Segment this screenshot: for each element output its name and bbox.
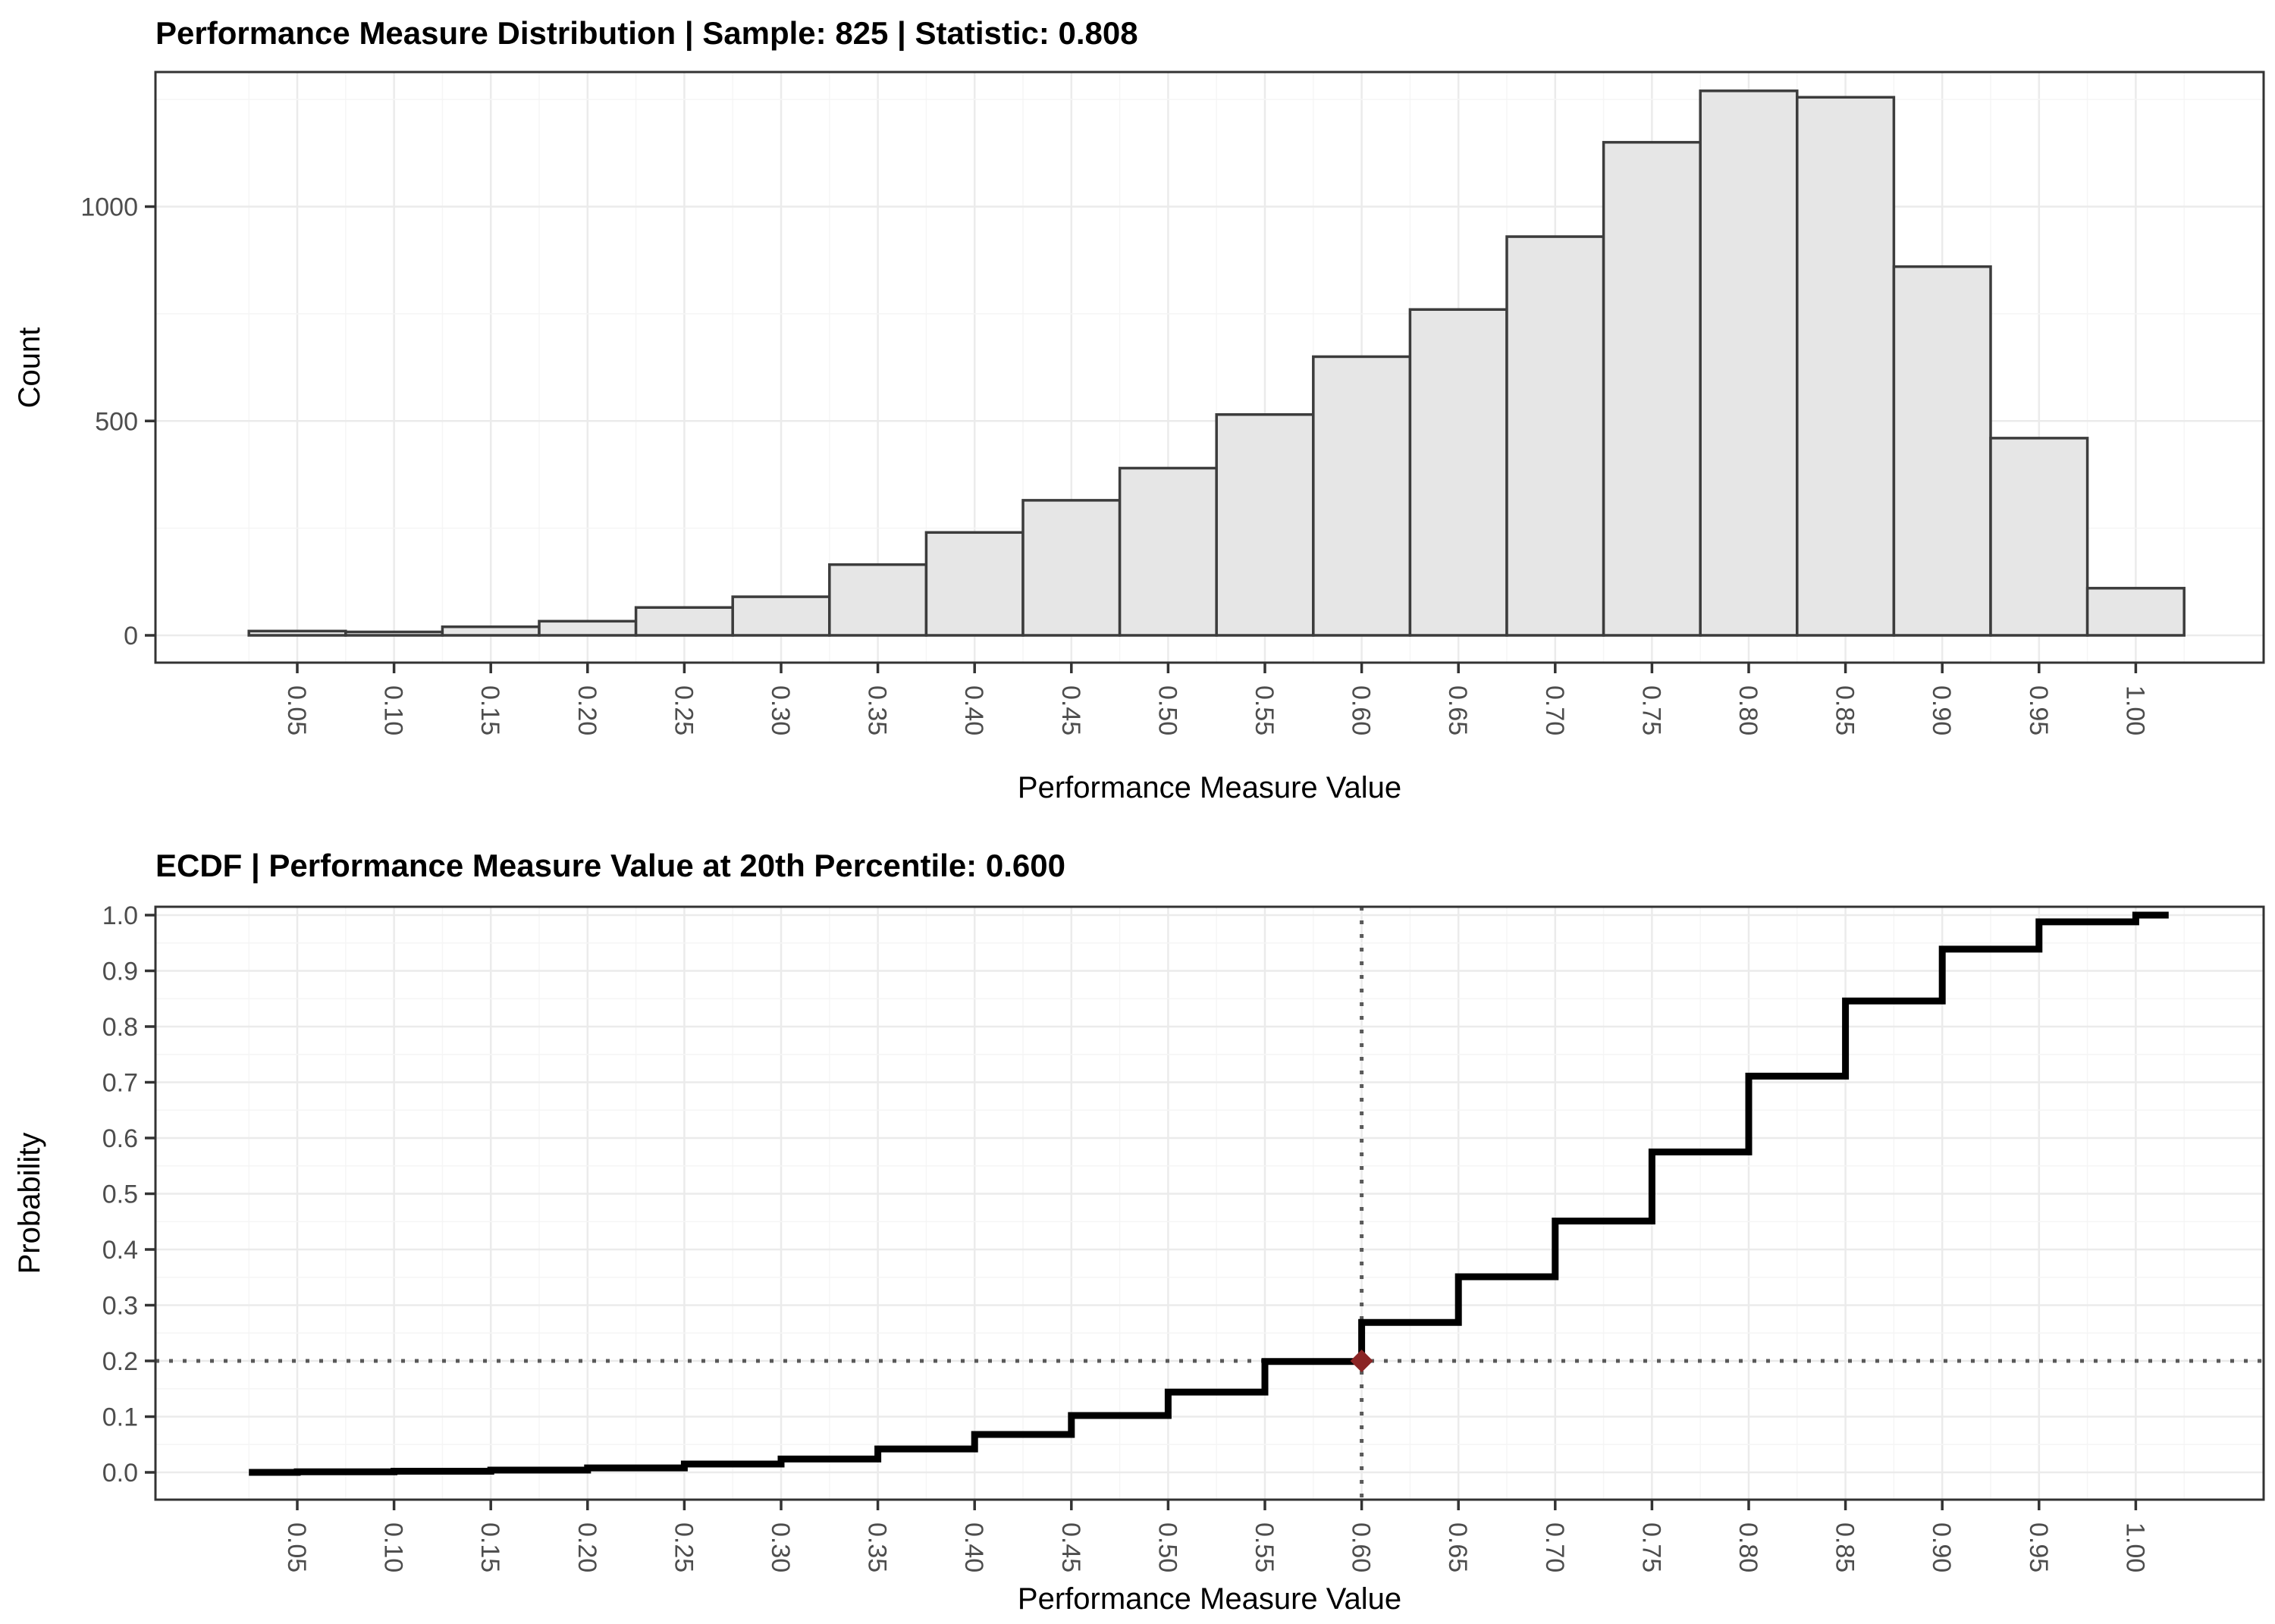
y-tick-label: 0.8 (102, 1013, 138, 1042)
x-tick-label: 0.25 (669, 1522, 698, 1572)
x-tick-label: 0.05 (282, 685, 311, 735)
x-tick-label: 0.85 (1831, 685, 1859, 735)
x-tick-label: 0.70 (1540, 685, 1569, 735)
x-tick-label: 0.80 (1734, 685, 1762, 735)
histogram-bar (538, 619, 638, 637)
x-tick-label: 0.15 (475, 685, 504, 735)
x-tick-label: 0.55 (1250, 685, 1279, 735)
histogram-bar (1408, 308, 1508, 637)
histogram-bar (1215, 413, 1315, 637)
y-tick-label: 500 (95, 407, 138, 436)
histogram-bar (247, 629, 347, 637)
ecdf-y-axis-title: Probability (13, 1133, 46, 1274)
x-tick-label: 0.20 (573, 1522, 601, 1572)
x-tick-label: 0.35 (863, 1522, 892, 1572)
generated-chart-layers: 0.05 0.10 0.15 0.20 0.25 0.30 0.35 0.40 0.45 0.50… (80, 71, 2265, 1572)
ecdf-title: ECDF | Performance Measure Value at 20th… (155, 848, 1065, 883)
histogram-bar (1021, 499, 1122, 637)
y-tick-label: 0.4 (102, 1236, 138, 1265)
y-tick-label: 0.1 (102, 1403, 138, 1432)
x-tick-label: 0.90 (1927, 685, 1956, 735)
x-tick-label: 0.45 (1056, 685, 1085, 735)
ecdf-step-line (249, 911, 2169, 1476)
x-tick-label: 0.45 (1056, 1522, 1085, 1572)
histogram-bar (1892, 265, 1992, 637)
histogram-bar (1118, 466, 1218, 637)
x-tick-label: 0.25 (669, 685, 698, 735)
x-tick-label: 0.55 (1250, 1522, 1279, 1572)
x-tick-label: 0.75 (1636, 1522, 1665, 1572)
x-tick-label: 0.50 (1153, 1522, 1181, 1572)
x-tick-label: 0.20 (573, 685, 601, 735)
x-tick-label: 0.60 (1347, 685, 1376, 735)
histogram-bar (1796, 96, 1896, 637)
histogram-bar (1989, 437, 2089, 637)
y-tick-label: 0.9 (102, 958, 138, 986)
panel-border (154, 71, 2265, 664)
x-tick-label: 0.30 (766, 1522, 795, 1572)
x-tick-label: 0.90 (1927, 1522, 1956, 1572)
x-tick-label: 0.75 (1636, 685, 1665, 735)
y-tick-label: 1000 (80, 193, 138, 222)
histogram-bar (1602, 140, 1702, 637)
y-tick-label: 0.7 (102, 1069, 138, 1098)
x-tick-label: 0.50 (1153, 685, 1181, 735)
histogram-bar (441, 625, 541, 637)
x-tick-label: 0.70 (1540, 1522, 1569, 1572)
x-tick-label: 0.95 (2024, 1522, 2053, 1572)
histogram-bar (1699, 89, 1799, 637)
x-tick-label: 0.65 (1443, 1522, 1472, 1572)
x-tick-label: 0.30 (766, 685, 795, 735)
y-tick-label: 0.3 (102, 1292, 138, 1321)
histogram-bar (924, 531, 1025, 637)
histogram-bar (344, 630, 444, 637)
percentile-point-diamond (1350, 1350, 1373, 1372)
histogram-bar (1312, 355, 1412, 637)
x-tick-label: 0.85 (1831, 1522, 1859, 1572)
ecdf-x-axis-title: Performance Measure Value (1018, 1582, 1401, 1616)
y-tick-label: 0.0 (102, 1459, 138, 1488)
histogram-bar (1505, 235, 1605, 637)
x-tick-label: 0.65 (1443, 685, 1472, 735)
x-tick-label: 0.95 (2024, 685, 2053, 735)
panel-border (154, 905, 2265, 1501)
x-tick-label: 0.35 (863, 685, 892, 735)
histogram-x-axis-title: Performance Measure Value (1018, 771, 1401, 804)
histogram-y-axis-title: Count (13, 328, 46, 409)
x-tick-label: 0.10 (379, 685, 408, 735)
y-tick-label: 1.0 (102, 901, 138, 930)
x-tick-label: 1.00 (2120, 1522, 2149, 1572)
y-tick-label: 0.5 (102, 1180, 138, 1209)
x-tick-label: 0.80 (1734, 1522, 1762, 1572)
x-tick-label: 0.40 (959, 1522, 988, 1572)
x-tick-label: 0.05 (282, 1522, 311, 1572)
histogram-bar (828, 563, 928, 637)
x-tick-label: 0.15 (475, 1522, 504, 1572)
histogram-title: Performance Measure Distribution | Sampl… (155, 15, 1138, 51)
x-tick-label: 0.60 (1347, 1522, 1376, 1572)
y-tick-label: 0.2 (102, 1347, 138, 1376)
y-tick-label: 0.6 (102, 1124, 138, 1153)
x-tick-label: 0.40 (959, 685, 988, 735)
y-tick-label: 0 (124, 622, 138, 651)
x-tick-label: 1.00 (2120, 685, 2149, 735)
histogram-bar (634, 606, 734, 637)
x-tick-label: 0.10 (379, 1522, 408, 1572)
histogram-bar (731, 595, 831, 637)
histogram-bar (2085, 587, 2186, 637)
